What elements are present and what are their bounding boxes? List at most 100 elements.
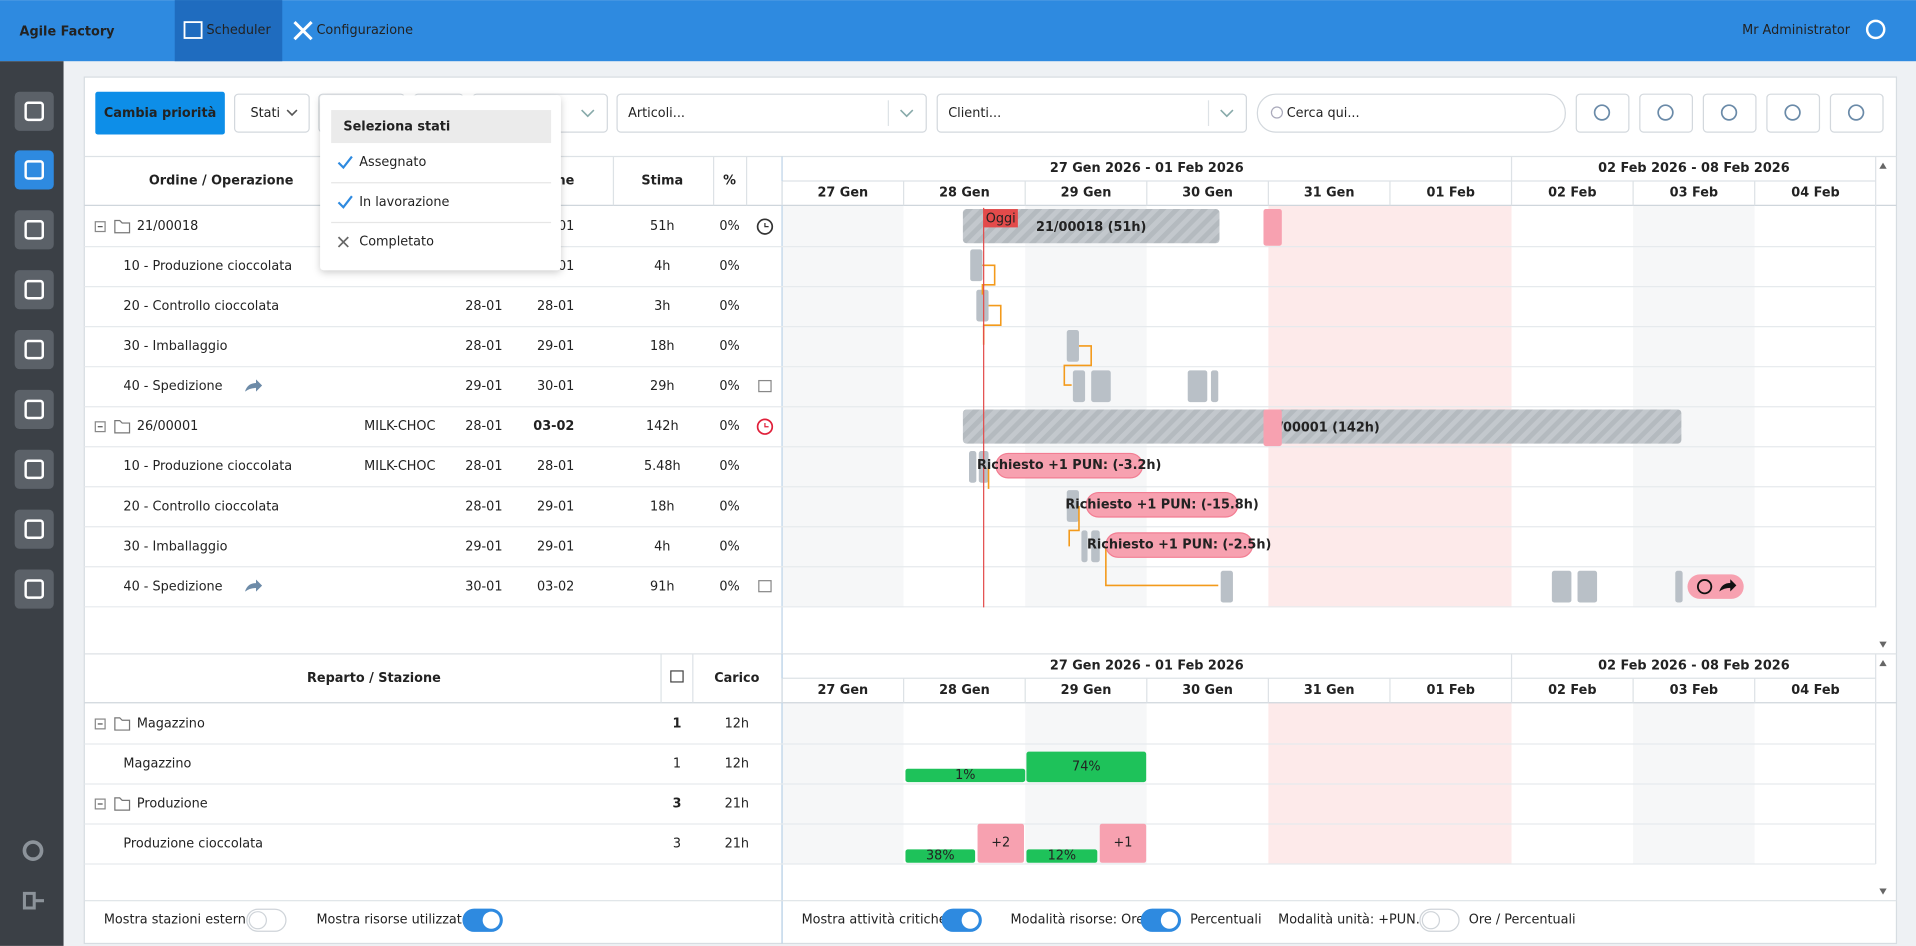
deadline-marker [1263, 209, 1282, 246]
scroll-up [1879, 162, 1887, 169]
day-label: 28 Gen [939, 186, 990, 201]
sidebar-button[interactable] [14, 150, 54, 190]
order-bar [962, 209, 1220, 244]
end-date: 30-01 [537, 379, 574, 394]
task-bar [976, 289, 989, 322]
load-bar [1026, 751, 1147, 783]
user-icon [1865, 19, 1886, 40]
sidebar-button[interactable] [14, 210, 54, 250]
menu-option[interactable]: Assegnato [359, 155, 426, 170]
menu-option[interactable]: In lavorazione [359, 195, 449, 210]
day-label: 01 Feb [1427, 186, 1475, 201]
sidebar-button[interactable] [14, 509, 54, 549]
estimate: 4h [654, 539, 670, 554]
alert-badge [1105, 532, 1254, 558]
percent: 0% [719, 379, 739, 394]
sidebar-button[interactable] [14, 91, 54, 131]
sidebar [0, 61, 64, 946]
toggle-label: Ore / Percentuali [1469, 913, 1576, 928]
start-date: 28-01 [465, 419, 502, 434]
estimate: 4h [654, 259, 670, 274]
percent: 0% [719, 339, 739, 354]
share-icon [244, 579, 263, 592]
station-load: 12h [725, 756, 749, 771]
day-label: 27 Gen [817, 683, 868, 698]
alert-label: Richiesto +1 PUN: (-15.8h) [1065, 497, 1258, 512]
toolbar-icon-button[interactable] [1639, 93, 1693, 133]
deadline-marker [1263, 409, 1282, 447]
day-label: 04 Feb [1791, 186, 1839, 201]
day-label: 02 Feb [1548, 186, 1596, 201]
task-bar [1091, 370, 1111, 403]
caret [1220, 109, 1234, 118]
operation-name: 20 - Controllo cioccolata [123, 499, 279, 514]
toolbar-icon-button[interactable] [1829, 93, 1884, 133]
sidebar-button[interactable] [14, 449, 54, 489]
station-count: 1 [672, 716, 681, 731]
toolbar-icon [1657, 104, 1674, 121]
toggle-label: Modalità risorse: Ore [1011, 913, 1145, 928]
day-label: 31 Gen [1304, 186, 1355, 201]
department-name: Produzione [137, 796, 208, 811]
scroll-down [1879, 641, 1887, 648]
sidebar-button[interactable] [14, 330, 54, 370]
station-load: 21h [725, 796, 749, 811]
estimate: 5.48h [644, 459, 681, 474]
station-load: 21h [725, 837, 749, 852]
toolbar-icon [1720, 104, 1738, 121]
nav-icon [293, 21, 313, 41]
calendar-icon [758, 379, 772, 393]
sidebar-button[interactable] [14, 389, 54, 430]
operation-name: 40 - Spedizione [123, 579, 222, 594]
percent: 0% [719, 459, 739, 474]
sidebar-button[interactable] [14, 569, 54, 609]
user-name: Mr Administrator [1742, 23, 1851, 38]
load-label: +2 [991, 836, 1010, 851]
column-header: Stima [641, 173, 683, 188]
load-label: 1% [955, 768, 975, 783]
settings-icon[interactable] [22, 840, 44, 861]
nav-icon [183, 21, 203, 39]
folder-icon [114, 797, 131, 811]
load-label: 38% [926, 849, 955, 864]
week-label: 27 Gen 2026 - 01 Feb 2026 [1050, 659, 1244, 674]
task-bar [970, 249, 983, 282]
search-box[interactable] [1256, 93, 1566, 133]
operation-name: 30 - Imballaggio [123, 339, 227, 354]
search-placeholder: Cerca qui... [1287, 106, 1360, 121]
states-select[interactable] [234, 93, 310, 133]
folder-icon [114, 717, 131, 731]
day-label: 30 Gen [1182, 683, 1233, 698]
sidebar-icon [24, 459, 44, 480]
toolbar-icon-button[interactable] [1702, 93, 1757, 133]
day-label: 29 Gen [1061, 683, 1112, 698]
nav-active[interactable] [174, 0, 283, 62]
brand: Agile Factory [20, 24, 116, 39]
day-label: 02 Feb [1548, 683, 1596, 698]
toolbar-icon-button[interactable] [1575, 93, 1630, 133]
day-label: 30 Gen [1182, 186, 1233, 201]
estimate: 18h [650, 339, 674, 354]
sidebar-icon [24, 339, 44, 360]
priority-button[interactable] [95, 91, 225, 135]
menu-option[interactable]: Completato [359, 235, 434, 250]
day-label: 03 Feb [1670, 683, 1718, 698]
estimate: 18h [650, 499, 674, 514]
toggle-label: Percentuali [1190, 913, 1261, 928]
priority-button-label: Cambia priorità [104, 106, 216, 121]
logout-icon[interactable] [22, 891, 44, 910]
articles-select[interactable] [616, 93, 927, 133]
header-bar [0, 0, 1916, 62]
toggle-knob [961, 911, 979, 929]
alert-badge [995, 452, 1144, 479]
folder-icon [114, 419, 131, 434]
alert-badge [1687, 574, 1744, 599]
toolbar-icon-button[interactable] [1766, 93, 1821, 133]
task-bar [1066, 330, 1079, 362]
sidebar-button[interactable] [14, 270, 54, 310]
toggle-label: Mostra stazioni esterne [104, 913, 254, 928]
column-header: ne [556, 173, 574, 188]
share-icon [244, 379, 263, 392]
clients-select[interactable] [936, 93, 1247, 133]
toolbar-icon [1847, 104, 1865, 121]
